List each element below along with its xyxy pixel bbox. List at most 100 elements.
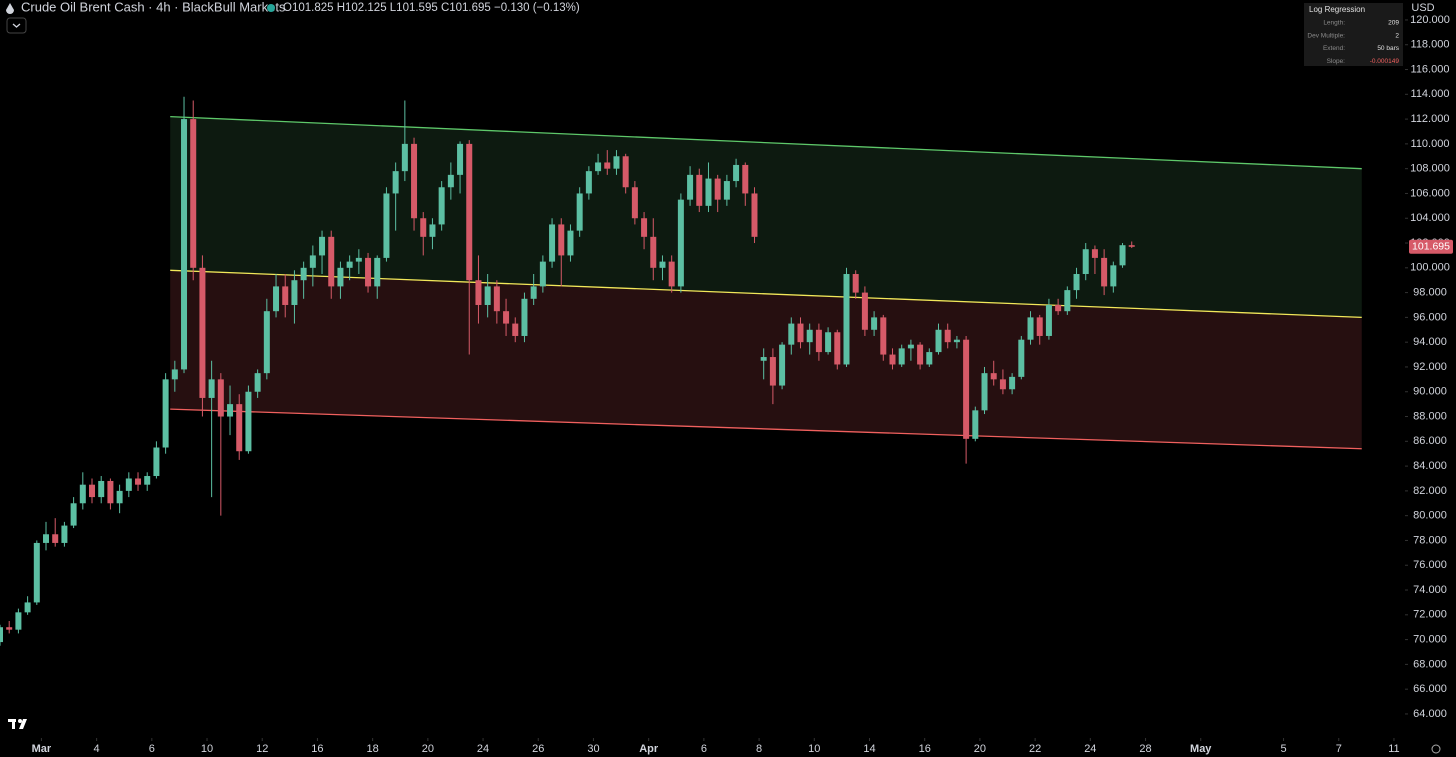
x-tick-label: 20 (974, 743, 986, 755)
lower-line (170, 408, 1362, 450)
candle-body (585, 171, 592, 194)
y-tick-label: 110.000 (1411, 138, 1450, 150)
candle-body (33, 542, 40, 603)
x-tick-label: 16 (919, 743, 931, 755)
y-tick-label: 72.000 (1413, 609, 1447, 621)
y-tick-label: 82.000 (1413, 485, 1447, 497)
candle-body (337, 267, 344, 287)
candle-body (567, 230, 574, 256)
candle-body (263, 311, 270, 374)
candle-body (503, 311, 510, 324)
candle-body (116, 490, 123, 504)
x-tick-label: 5 (1280, 743, 1286, 755)
candle-body (917, 344, 924, 365)
candle-body (484, 286, 491, 305)
candle-body (880, 317, 887, 355)
ohlc-label: O101.825 H102.125 L101.595 C101.695 −0.1… (283, 2, 580, 14)
y-tick-label: 64.000 (1413, 708, 1447, 720)
candle-body (834, 332, 841, 365)
status-dot (267, 4, 275, 12)
candle-body (227, 404, 234, 417)
y-tick-label: 92.000 (1413, 361, 1447, 373)
info-title: Log Regression (1309, 5, 1365, 14)
y-tick-label: 98.000 (1413, 287, 1447, 299)
currency-label: USD (1411, 2, 1434, 14)
y-tick-label: 80.000 (1413, 510, 1447, 522)
x-tick-label: 10 (201, 743, 213, 755)
candle-body (558, 224, 565, 256)
candle-body (953, 339, 960, 343)
candle-body (852, 274, 859, 293)
y-tick-label: 78.000 (1413, 534, 1447, 546)
candle-body (392, 171, 399, 194)
candle-body (595, 162, 602, 172)
candle-body (742, 164, 749, 194)
candle-body (355, 257, 362, 262)
candle-body (153, 447, 160, 477)
candle-body (963, 339, 970, 439)
candle-body (328, 236, 335, 287)
candle-body (475, 280, 482, 305)
candle-body (981, 373, 988, 411)
y-tick-label: 84.000 (1413, 460, 1447, 472)
y-tick-label: 100.000 (1410, 262, 1450, 274)
y-tick-label: 68.000 (1413, 658, 1447, 670)
y-tick-label: 120.000 (1410, 14, 1450, 26)
candle-body (797, 323, 804, 343)
candle-body (1018, 339, 1025, 377)
candle-body (254, 373, 261, 392)
candle-body (1064, 290, 1071, 312)
y-tick-label: 94.000 (1413, 336, 1447, 348)
candle-body (1036, 317, 1043, 336)
info-value: 50 bars (1377, 45, 1399, 52)
candle-body (273, 286, 280, 312)
candle-body (162, 379, 169, 448)
upper-line (170, 115, 1362, 170)
candle-body (1128, 245, 1135, 247)
collapse-button[interactable] (6, 17, 27, 34)
info-box (1304, 3, 1403, 66)
candle-body (89, 484, 96, 498)
candle-body (107, 480, 114, 504)
candle-body (98, 480, 105, 498)
info-key: Slope: (1327, 58, 1346, 65)
y-tick-label: 108.000 (1410, 163, 1450, 175)
candle-body (466, 143, 473, 281)
candle-body (291, 280, 298, 305)
y-tick-label: 116.000 (1411, 63, 1450, 75)
candle-body (411, 143, 418, 219)
y-tick-label: 106.000 (1410, 187, 1450, 199)
candle-body (15, 612, 22, 630)
chevron-icon (12, 23, 21, 28)
x-tick-label: 18 (367, 743, 379, 755)
candle-body (723, 181, 730, 200)
candle-body (1009, 376, 1016, 390)
candle-body (668, 261, 675, 287)
candle-body (1045, 304, 1052, 336)
last-price-tag (1409, 239, 1453, 254)
candle-body (79, 484, 86, 504)
y-tick-label: 86.000 (1413, 435, 1447, 447)
tv-logo (8, 719, 27, 729)
candle-body (549, 224, 556, 262)
candle-body (309, 255, 316, 268)
candle-body (61, 525, 68, 543)
candle-body (613, 156, 620, 169)
y-tick-label: 112.000 (1411, 113, 1450, 125)
info-rows: Length: 209 Dev Multiple: 2 Extend: 50 bars Sl… (1307, 20, 1399, 65)
x-tick-label: 22 (1029, 743, 1041, 755)
candle-body (999, 379, 1006, 390)
candle-body (1082, 249, 1089, 275)
x-tick-label: 4 (94, 743, 100, 755)
candle-body (199, 267, 206, 398)
candle-body (779, 344, 786, 386)
candle-body (52, 534, 59, 543)
candle-body (300, 267, 307, 281)
candle-body (245, 391, 252, 452)
settings-icon[interactable] (1431, 744, 1441, 754)
candle-body (843, 274, 850, 365)
candle-body (825, 332, 832, 353)
candle-body (346, 261, 353, 268)
candle-body (282, 286, 289, 305)
